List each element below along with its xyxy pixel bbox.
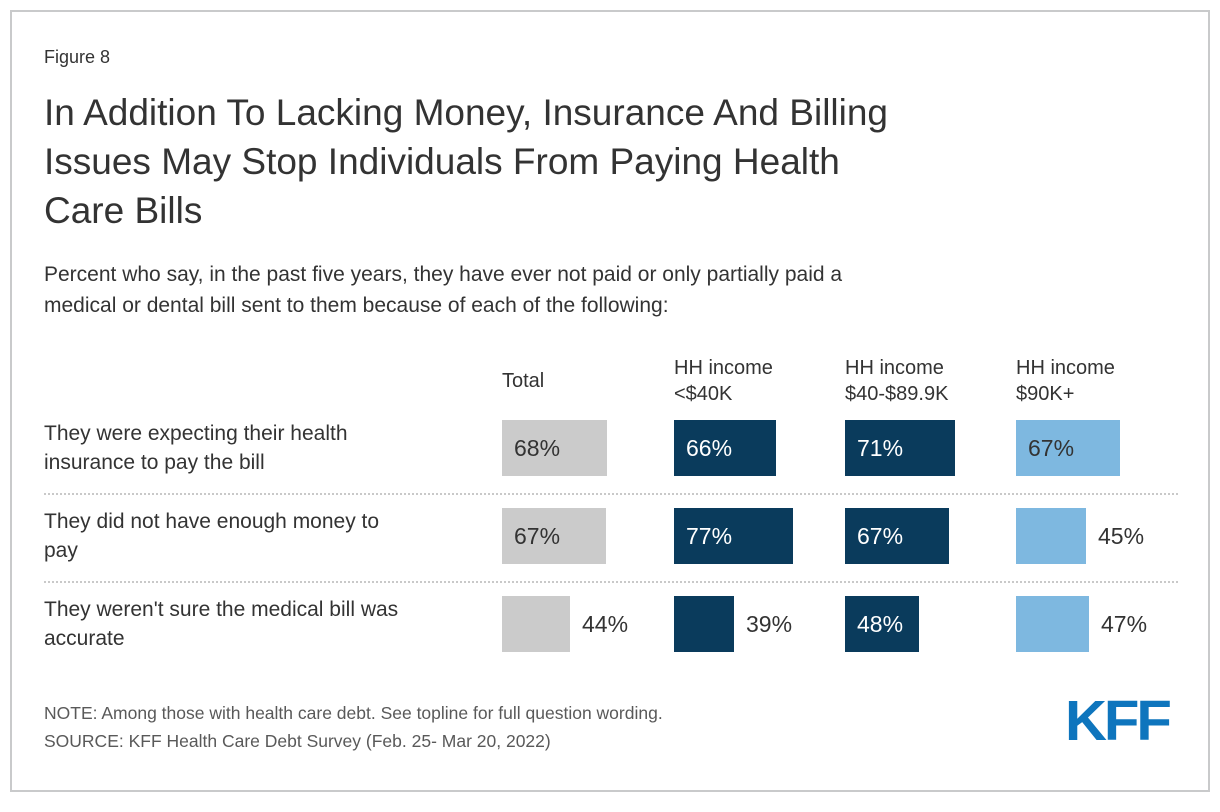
bar-cell: 45% [1016,508,1178,564]
bar-cell: 67% [502,508,674,564]
bar-cell: 44% [502,596,674,652]
row-label: They weren't sure the medical bill was a… [44,598,399,650]
chart-row-insurance-expected: They were expecting their health insuran… [44,407,1178,495]
bar-cell: 39% [674,596,845,652]
bar: 68% [502,420,607,476]
bar-cell: 66% [674,420,845,476]
bar-value-label: 45% [1098,522,1145,549]
footer-note: NOTE: Among those with health care debt.… [44,703,663,723]
bar-value-label: 47% [1101,610,1148,637]
column-header-total: Total [502,370,545,392]
kff-logo: KFF [1065,689,1172,753]
column-header-row: Total HH income <$40K HH income $40-$89.… [44,355,1178,407]
bar-value-label: 67% [857,522,904,549]
bar: 71% [845,420,955,476]
bar-value-label: 67% [1028,434,1075,461]
bar-value-label: 44% [582,610,629,637]
bar: 67% [1016,420,1120,476]
column-header-hh-income-under-40k: HH income <$40K [674,357,773,405]
footer: NOTE: Among those with health care debt.… [44,693,1178,755]
row-label: They did not have enough money to pay [44,510,380,562]
bar-value-label: 66% [686,434,733,461]
bar [502,596,570,652]
bar: 67% [502,508,606,564]
chart-title: In Addition To Lacking Money, Insurance … [44,92,889,231]
bar-value-label: 71% [857,434,904,461]
bar-value-label: 39% [746,610,793,637]
bar-cell: 48% [845,596,1016,652]
bar-value-label: 48% [857,610,904,637]
bar: 67% [845,508,949,564]
bar-cell: 67% [1016,420,1178,476]
bar-cell: 71% [845,420,1016,476]
row-label: They were expecting their health insuran… [44,422,348,474]
chart-card: Figure 8 In Addition To Lacking Money, I… [10,10,1210,792]
bar-cell: 67% [845,508,1016,564]
bar: 48% [845,596,919,652]
bar-cell: 68% [502,420,674,476]
chart-row-not-enough-money: They did not have enough money to pay 67… [44,495,1178,583]
bar [1016,596,1089,652]
bar [674,596,734,652]
bar-value-label: 68% [514,434,561,461]
figure-label: Figure 8 [44,47,111,67]
bar-value-label: 77% [686,522,733,549]
footer-source: SOURCE: KFF Health Care Debt Survey (Feb… [44,731,551,751]
chart-subtitle: Percent who say, in the past five years,… [44,263,843,317]
bar-value-label: 67% [514,522,561,549]
bar-cell: 47% [1016,596,1178,652]
column-header-hh-income-40-89k: HH income $40-$89.9K [845,357,949,405]
chart-row-bill-accuracy: They weren't sure the medical bill was a… [44,583,1178,669]
page: Figure 8 In Addition To Lacking Money, I… [0,10,1220,812]
bar: 66% [674,420,776,476]
bar: 77% [674,508,793,564]
bar [1016,508,1086,564]
bar-cell: 77% [674,508,845,564]
column-header-hh-income-90k-plus: HH income $90K+ [1016,357,1115,405]
